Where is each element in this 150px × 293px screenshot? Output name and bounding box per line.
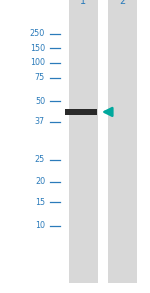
- Text: 20: 20: [35, 177, 45, 186]
- Text: 50: 50: [35, 97, 45, 105]
- Text: 1: 1: [80, 0, 86, 6]
- Text: 25: 25: [35, 155, 45, 164]
- Text: 37: 37: [35, 117, 45, 126]
- Text: 15: 15: [35, 198, 45, 207]
- Text: 2: 2: [119, 0, 125, 6]
- Bar: [108, 0, 136, 283]
- Text: 10: 10: [35, 221, 45, 230]
- Text: 150: 150: [30, 44, 45, 53]
- Text: 100: 100: [30, 59, 45, 67]
- Text: 75: 75: [35, 73, 45, 82]
- Bar: [69, 0, 98, 283]
- Bar: [65, 109, 97, 115]
- Text: 250: 250: [30, 29, 45, 38]
